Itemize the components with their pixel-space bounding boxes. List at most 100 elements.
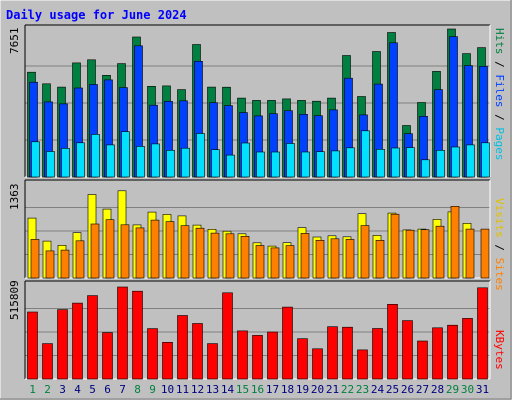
kbytes-bar — [42, 343, 53, 380]
sites-bar — [450, 206, 460, 279]
sites-bar — [375, 240, 385, 279]
x-tick-label: 30 — [461, 383, 474, 396]
kbytes-bar — [297, 338, 308, 380]
x-tick-label: 18 — [281, 383, 294, 396]
pages-bar — [226, 154, 235, 178]
sites-bar — [405, 229, 415, 279]
sites-bar — [75, 240, 85, 279]
x-tick-label: 25 — [386, 383, 399, 396]
kbytes-bar — [342, 326, 353, 380]
pages-bar — [331, 150, 340, 178]
kbytes-bar — [177, 315, 188, 380]
kbytes-bar — [267, 331, 278, 380]
pages-bar — [376, 149, 385, 178]
pages-bar — [136, 146, 145, 178]
kbytes-bar — [282, 306, 293, 380]
pages-bar — [316, 151, 325, 178]
kbytes-bar — [417, 340, 428, 380]
x-tick-label: 8 — [134, 383, 141, 396]
sites-bar — [330, 238, 340, 279]
kbytes-bar — [402, 320, 413, 380]
sites-bar — [270, 247, 280, 279]
pages-bar — [361, 130, 370, 178]
hits-panel-max-label: 7651 — [8, 28, 21, 55]
sites-bar — [60, 249, 70, 279]
pages-bar — [466, 144, 475, 178]
sites-bar — [135, 227, 145, 279]
sites-bar — [225, 233, 235, 279]
x-tick-label: 16 — [251, 383, 264, 396]
pages-bar — [181, 147, 190, 178]
pages-bar — [421, 159, 430, 178]
kbytes-bar — [372, 328, 383, 380]
kbytes-bar — [447, 324, 458, 380]
kbytes-bar — [102, 332, 113, 380]
kbytes-panel-max-label: 515809 — [8, 280, 21, 320]
kbytes-bar — [132, 290, 143, 380]
pages-bar — [166, 150, 175, 178]
kbytes-bar — [72, 302, 83, 380]
hits-panel-legend: Hits / Files / Pages — [493, 28, 506, 161]
pages-bar — [436, 150, 445, 178]
x-tick-label: 27 — [416, 383, 429, 396]
kbytes-bar — [387, 303, 398, 380]
pages-bar — [76, 142, 85, 178]
pages-bar — [301, 151, 310, 178]
sites-bar — [435, 225, 445, 279]
x-tick-label: 1 — [29, 383, 36, 396]
sites-bar — [45, 250, 55, 279]
legend-pages: Pages — [493, 127, 506, 160]
sites-bar — [210, 232, 220, 279]
sites-bar — [420, 229, 430, 279]
sites-bar — [285, 245, 295, 279]
pages-bar — [91, 134, 100, 178]
x-tick-label: 21 — [326, 383, 339, 396]
bars-layer — [27, 28, 490, 380]
x-tick-label: 5 — [89, 383, 96, 396]
x-tick-label: 26 — [401, 383, 414, 396]
x-tick-label: 15 — [236, 383, 249, 396]
kbytes-panel-legend: KBytes — [493, 330, 506, 370]
pages-bar — [451, 146, 460, 178]
pages-bar — [391, 147, 400, 178]
chart-title: Daily usage for June 2024 — [6, 8, 187, 22]
sites-bar — [345, 239, 355, 279]
x-tick-label: 31 — [476, 383, 489, 396]
kbytes-bar — [27, 311, 38, 380]
kbytes-bar — [117, 286, 128, 380]
x-tick-label: 20 — [311, 383, 324, 396]
kbytes-bar — [462, 318, 473, 380]
x-tick-label: 13 — [206, 383, 219, 396]
kbytes-bar — [477, 287, 488, 380]
pages-bar — [61, 148, 70, 178]
kbytes-bar — [87, 295, 98, 380]
kbytes-bar — [207, 343, 218, 380]
pages-bar — [211, 149, 220, 178]
x-tick-label: 23 — [356, 383, 369, 396]
x-tick-label: 19 — [296, 383, 309, 396]
legend-sites: Sites — [493, 258, 506, 291]
sites-bar — [300, 233, 310, 279]
sites-bar — [165, 221, 175, 279]
sites-bar — [465, 228, 475, 279]
pages-bar — [241, 142, 250, 178]
kbytes-bar — [57, 309, 68, 380]
x-tick-label: 6 — [104, 383, 111, 396]
kbytes-bar — [162, 341, 173, 380]
kbytes-bar — [222, 292, 233, 380]
pages-bar — [406, 147, 415, 178]
pages-bar — [31, 141, 40, 178]
sites-bar — [195, 227, 205, 279]
sites-bar — [30, 239, 40, 279]
kbytes-bar — [237, 330, 248, 380]
pages-bar — [151, 143, 160, 178]
kbytes-bar — [327, 326, 338, 380]
legend-files: Files — [493, 74, 506, 107]
kbytes-bar — [192, 323, 203, 380]
sites-bar — [150, 219, 160, 279]
pages-bar — [121, 131, 130, 178]
x-axis-labels: 1 2 3 4 5 6 7 8 9 10 11 12 13 14 15 16 17 18 19 20 21 22 23 24 2… — [29, 383, 489, 396]
x-tick-label: 14 — [221, 383, 235, 396]
pages-bar — [106, 144, 115, 178]
